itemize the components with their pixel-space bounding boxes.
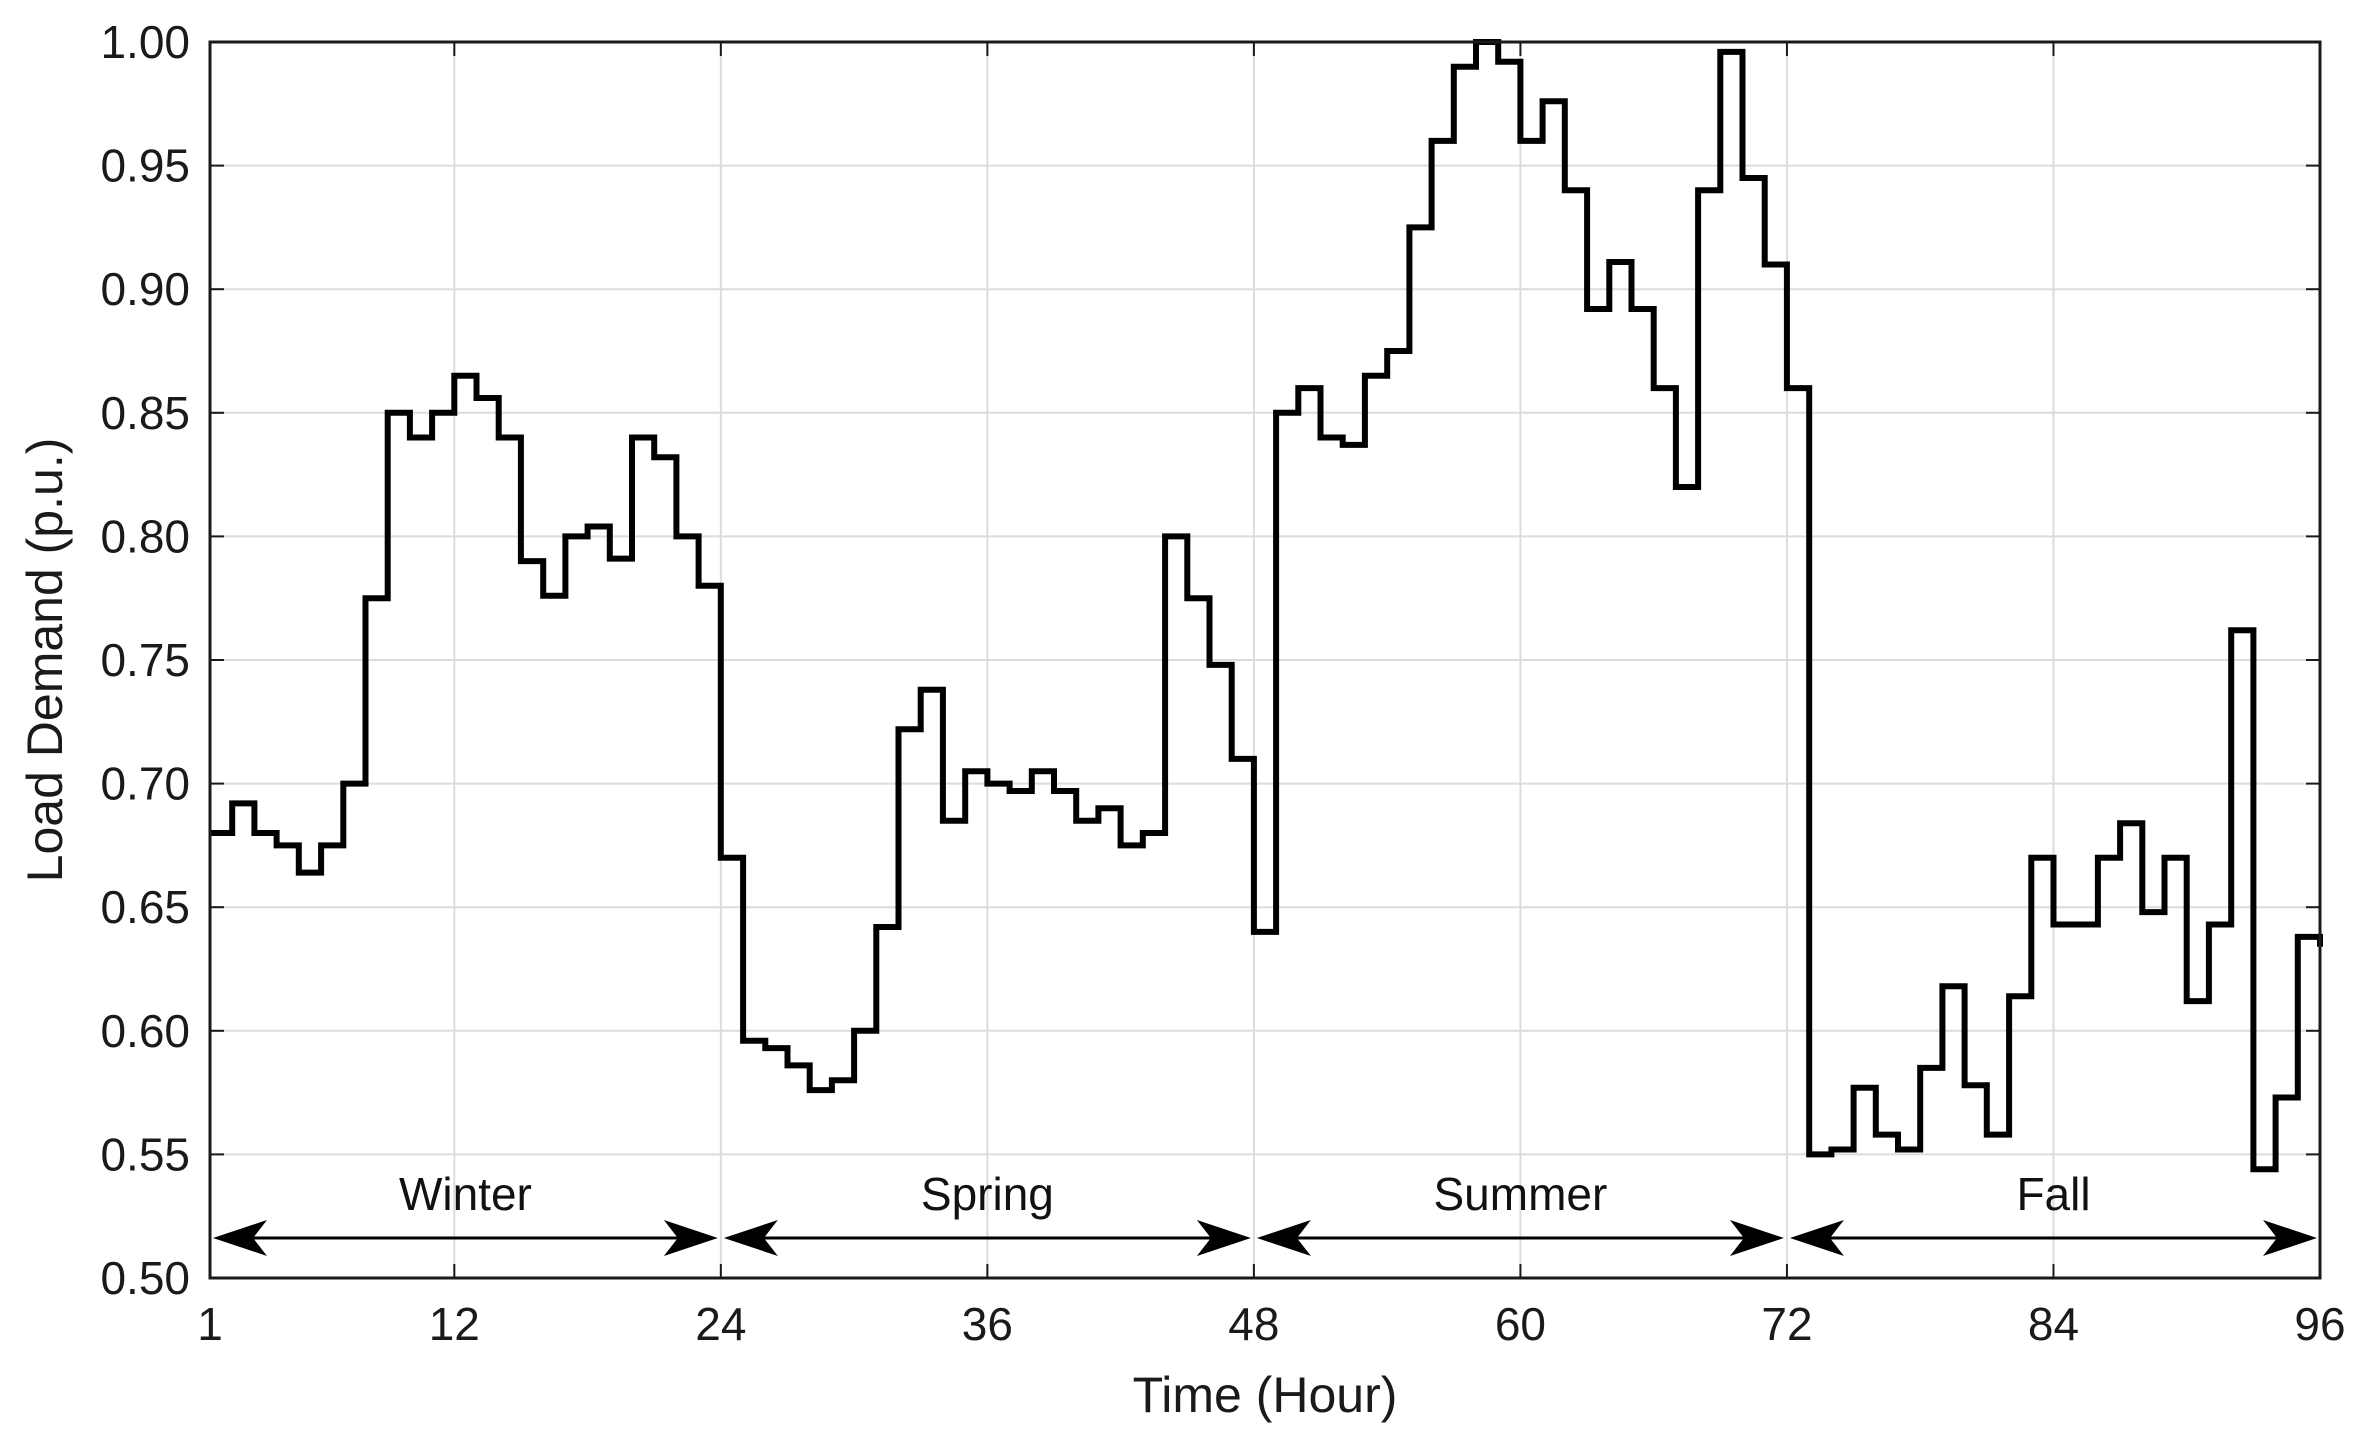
y-tick-label: 0.55 [100, 1128, 190, 1180]
load-demand-series-line [210, 39, 2323, 1173]
grid-lines [209, 41, 2321, 1279]
y-tick-label: 0.70 [100, 758, 190, 810]
season-arrowhead-right [2263, 1220, 2317, 1256]
x-tick-label: 1 [197, 1298, 223, 1350]
season-arrowhead-left [1789, 1220, 1844, 1256]
y-axis-label: Load Demand (p.u.) [17, 438, 73, 883]
x-tick-label: 96 [2294, 1298, 2345, 1350]
season-annotation: Spring [723, 1168, 1251, 1256]
season-arrowhead-right [1196, 1220, 1251, 1256]
y-tick-label: 0.50 [100, 1252, 190, 1304]
x-tick-label: 60 [1495, 1298, 1546, 1350]
x-axis-label: Time (Hour) [1133, 1367, 1398, 1423]
season-annotation: Summer [1256, 1168, 1784, 1256]
tick-labels: 1 12 24 36 48 60 72 84 96 0.50 0.55 0.60 0.65 0.70 0.7… [100, 16, 2345, 1350]
season-annotations: Winter Spring Summer Fall [213, 1168, 2317, 1256]
y-tick-label: 0.75 [100, 634, 190, 686]
season-annotation: Winter [213, 1168, 718, 1256]
y-tick-label: 0.60 [100, 1005, 190, 1057]
season-arrowhead-right [663, 1220, 718, 1256]
y-tick-label: 0.80 [100, 510, 190, 562]
x-tick-label: 24 [695, 1298, 746, 1350]
season-arrowhead-right [1729, 1220, 1784, 1256]
x-tick-label: 12 [429, 1298, 480, 1350]
x-tick-label: 72 [1761, 1298, 1812, 1350]
y-tick-label: 0.90 [100, 263, 190, 315]
season-label: Spring [921, 1168, 1054, 1220]
y-tick-label: 0.85 [100, 387, 190, 439]
season-label: Summer [1433, 1168, 1607, 1220]
y-tick-label: 1.00 [100, 16, 190, 68]
x-tick-label: 84 [2028, 1298, 2079, 1350]
season-annotation: Fall [1789, 1168, 2317, 1256]
y-tick-label: 0.95 [100, 140, 190, 192]
y-tick-label: 0.65 [100, 881, 190, 933]
season-arrowhead-left [1256, 1220, 1311, 1256]
series-layer [210, 39, 2323, 1173]
x-tick-label: 36 [962, 1298, 1013, 1350]
season-label: Fall [2016, 1168, 2090, 1220]
x-tick-label: 48 [1228, 1298, 1279, 1350]
season-label: Winter [399, 1168, 532, 1220]
season-arrowhead-left [213, 1220, 267, 1256]
plot-frame [208, 40, 2322, 1280]
season-arrowhead-left [723, 1220, 778, 1256]
